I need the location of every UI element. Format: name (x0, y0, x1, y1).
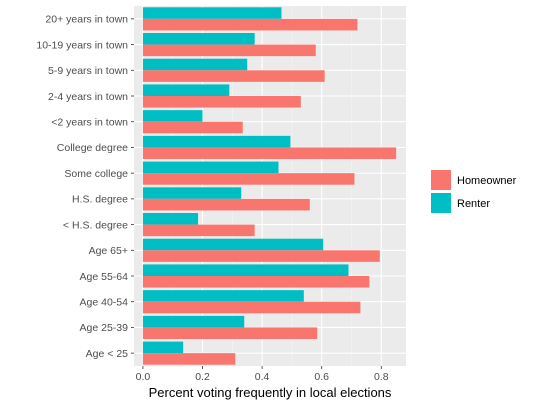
bar-renter (142, 315, 245, 328)
bar-renter (142, 290, 304, 302)
bar-renter (142, 213, 199, 225)
y-tick-label: 10-19 years in town (36, 39, 128, 51)
bar-homeowner (142, 96, 301, 108)
x-tick-label: 0.8 (374, 371, 389, 383)
bar-renter (142, 238, 324, 251)
bar-homeowner (142, 70, 325, 82)
y-tick-label: Age < 25 (86, 348, 128, 360)
x-axis: 0.0 0.2 0.4 0.6 0.8 (136, 366, 389, 383)
y-tick-label: Age 55-64 (80, 271, 129, 283)
bar-homeowner (142, 147, 397, 159)
y-axis: 20+ years in town 10-19 years in town 5-9 … (36, 14, 134, 360)
bar-homeowner (142, 353, 236, 365)
y-tick-label: <2 years in town (51, 117, 128, 129)
legend-key-homeowner (431, 170, 451, 190)
legend: Homeowner Renter (431, 170, 517, 213)
x-tick-label: 0.0 (136, 371, 151, 383)
bar-renter (142, 187, 242, 199)
bar-homeowner (142, 121, 243, 134)
y-tick-label: College degree (57, 142, 128, 154)
x-tick-label: 0.6 (314, 371, 329, 383)
bar-renter (142, 58, 248, 71)
y-tick-label: Age 25-39 (80, 322, 129, 334)
bar-homeowner (142, 301, 361, 314)
y-tick-label: Age 65+ (89, 245, 128, 257)
y-tick-label: 5-9 years in town (48, 65, 128, 77)
y-tick-label: 2-4 years in town (48, 91, 128, 103)
y-tick-label: Age 40-54 (80, 297, 129, 309)
bar-renter (142, 264, 349, 276)
bar-homeowner (142, 44, 316, 57)
legend-key-renter (431, 193, 451, 213)
bar-homeowner (142, 198, 310, 211)
x-tick-label: 0.2 (195, 371, 210, 383)
legend-label: Renter (457, 198, 490, 210)
bar-homeowner (142, 327, 318, 339)
bars (142, 7, 397, 365)
bar-renter (142, 341, 184, 354)
y-tick-label: Some college (64, 168, 128, 180)
x-axis-title: Percent voting frequently in local elect… (149, 385, 392, 400)
bar-renter (142, 161, 279, 174)
bar-renter (142, 33, 255, 45)
bar-homeowner (142, 173, 355, 185)
y-tick-label: < H.S. degree (63, 219, 128, 231)
x-tick-label: 0.4 (255, 371, 270, 383)
y-tick-label: H.S. degree (72, 194, 128, 206)
legend-label: Homeowner (457, 175, 517, 187)
bar-homeowner (142, 18, 358, 31)
bar-homeowner (142, 224, 255, 237)
bar-renter (142, 135, 291, 148)
bar-renter (142, 84, 230, 96)
bar-renter (142, 110, 203, 122)
bar-renter (142, 7, 282, 19)
y-tick-label: 20+ years in town (45, 14, 128, 26)
bar-homeowner (142, 276, 370, 288)
bar-homeowner (142, 250, 380, 262)
